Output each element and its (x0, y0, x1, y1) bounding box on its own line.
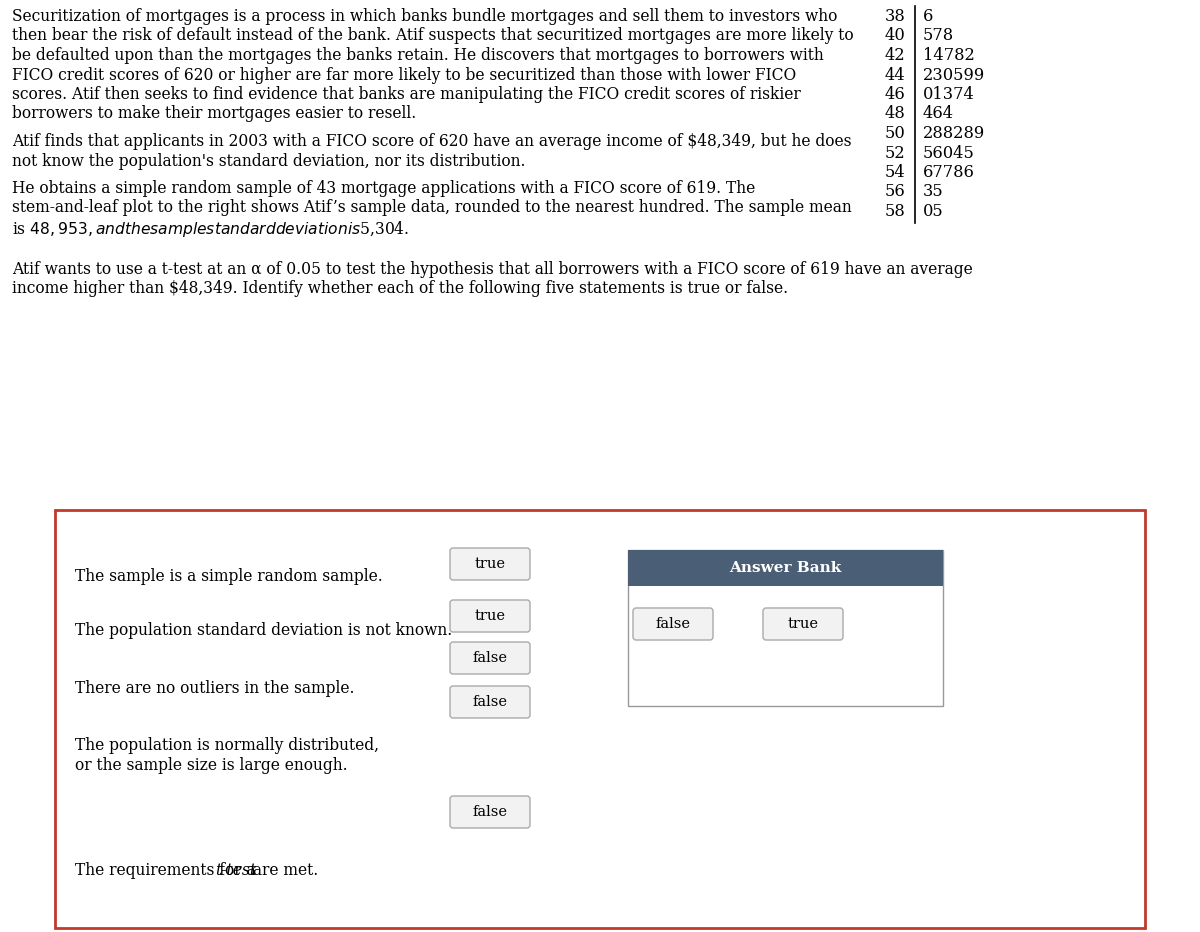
Text: The sample is a simple random sample.: The sample is a simple random sample. (74, 568, 383, 585)
Text: income higher than $48,349. Identify whether each of the following five statemen: income higher than $48,349. Identify whe… (12, 280, 788, 297)
Text: Atif wants to use a t-test at an α of 0.05 to test the hypothesis that all borro: Atif wants to use a t-test at an α of 0.… (12, 261, 973, 278)
Text: is $48,953, and the sample standard deviation is $5,304.: is $48,953, and the sample standard devi… (12, 219, 409, 239)
Text: 6: 6 (923, 8, 934, 25)
FancyBboxPatch shape (763, 608, 842, 640)
FancyBboxPatch shape (450, 600, 530, 632)
Text: false: false (473, 695, 508, 709)
Text: 35: 35 (923, 184, 943, 200)
Text: 464: 464 (923, 105, 954, 122)
Text: not know the population's standard deviation, nor its distribution.: not know the population's standard devia… (12, 153, 526, 170)
Text: borrowers to make their mortgages easier to resell.: borrowers to make their mortgages easier… (12, 105, 416, 122)
Text: Atif finds that applicants in 2003 with a FICO score of 620 have an average inco: Atif finds that applicants in 2003 with … (12, 133, 852, 150)
FancyBboxPatch shape (628, 550, 943, 706)
Text: false: false (655, 617, 690, 631)
Text: 14782: 14782 (923, 47, 974, 64)
Text: 48: 48 (884, 105, 905, 122)
FancyBboxPatch shape (628, 550, 943, 586)
Text: stem-and-leaf plot to the right shows Atif’s sample data, rounded to the nearest: stem-and-leaf plot to the right shows At… (12, 199, 852, 216)
Text: or the sample size is large enough.: or the sample size is large enough. (74, 757, 348, 774)
Text: 58: 58 (884, 203, 905, 220)
FancyBboxPatch shape (450, 686, 530, 718)
Text: true: true (474, 609, 505, 623)
Text: be defaulted upon than the mortgages the banks retain. He discovers that mortgag: be defaulted upon than the mortgages the… (12, 47, 823, 64)
Text: The population is normally distributed,: The population is normally distributed, (74, 737, 379, 754)
Text: false: false (473, 805, 508, 819)
Text: 01374: 01374 (923, 86, 974, 103)
Text: The population standard deviation is not known.: The population standard deviation is not… (74, 622, 452, 639)
FancyBboxPatch shape (55, 510, 1145, 928)
Text: Securitization of mortgages is a process in which banks bundle mortgages and sel: Securitization of mortgages is a process… (12, 8, 838, 25)
Text: 52: 52 (884, 144, 905, 161)
Text: 67786: 67786 (923, 164, 974, 181)
Text: scores. Atif then seeks to find evidence that banks are manipulating the FICO cr: scores. Atif then seeks to find evidence… (12, 86, 800, 103)
FancyBboxPatch shape (634, 608, 713, 640)
Text: 56045: 56045 (923, 144, 974, 161)
Text: true: true (474, 557, 505, 571)
Text: He obtains a simple random sample of 43 mortgage applications with a FICO score : He obtains a simple random sample of 43 … (12, 180, 755, 197)
Text: 46: 46 (884, 86, 905, 103)
Text: The requirements for a: The requirements for a (74, 862, 260, 879)
Text: 56: 56 (884, 184, 905, 200)
Text: are met.: are met. (247, 862, 318, 879)
FancyBboxPatch shape (450, 796, 530, 828)
Text: 44: 44 (884, 66, 905, 84)
FancyBboxPatch shape (450, 548, 530, 580)
Text: false: false (473, 651, 508, 665)
FancyBboxPatch shape (450, 642, 530, 674)
Text: 578: 578 (923, 28, 954, 45)
Text: FICO credit scores of 620 or higher are far more likely to be securitized than t: FICO credit scores of 620 or higher are … (12, 66, 797, 84)
Text: 50: 50 (884, 125, 905, 142)
Text: true: true (787, 617, 818, 631)
Text: 42: 42 (884, 47, 905, 64)
Text: Answer Bank: Answer Bank (730, 561, 841, 575)
Text: 40: 40 (884, 28, 905, 45)
Text: There are no outliers in the sample.: There are no outliers in the sample. (74, 680, 354, 697)
Text: 38: 38 (884, 8, 905, 25)
Text: t-test: t-test (215, 862, 257, 879)
Text: 230599: 230599 (923, 66, 985, 84)
Text: 54: 54 (884, 164, 905, 181)
Text: 288289: 288289 (923, 125, 985, 142)
Text: then bear the risk of default instead of the bank. Atif suspects that securitize: then bear the risk of default instead of… (12, 28, 853, 45)
Text: 05: 05 (923, 203, 943, 220)
